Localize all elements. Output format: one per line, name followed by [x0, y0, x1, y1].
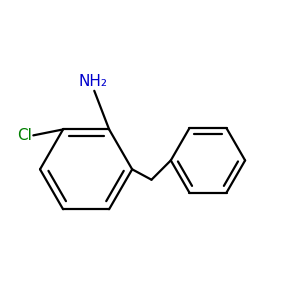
Text: NH₂: NH₂	[78, 74, 107, 89]
Text: Cl: Cl	[17, 128, 32, 143]
